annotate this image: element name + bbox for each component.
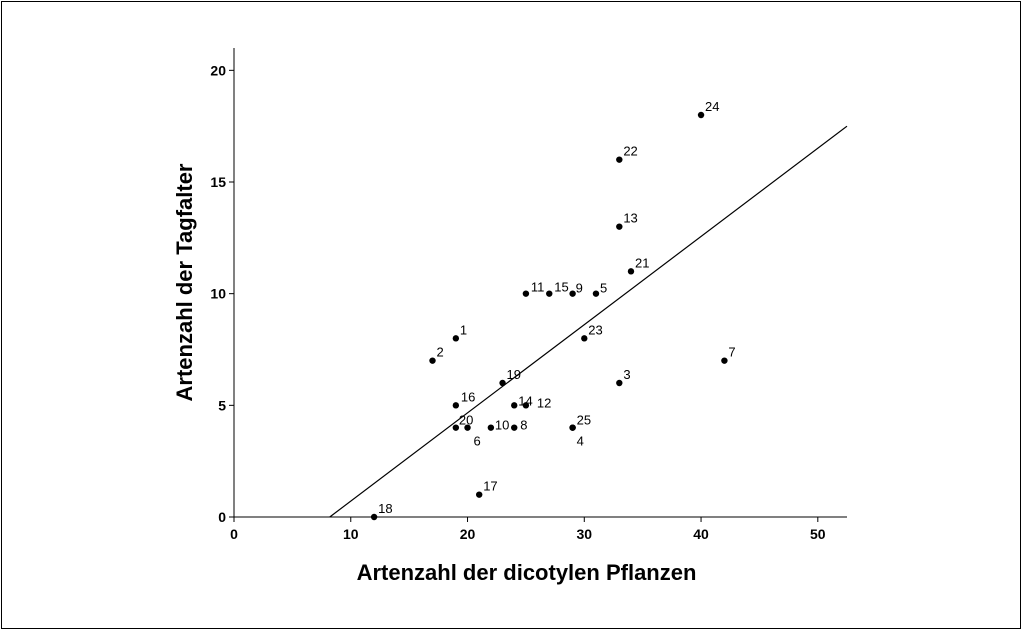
data-point — [499, 379, 506, 387]
point-label: 23 — [588, 322, 602, 337]
point-label: 9 — [576, 281, 583, 296]
y-tick-label: 0 — [218, 509, 226, 525]
data-point — [522, 290, 530, 297]
data-point — [452, 402, 460, 409]
data-point — [452, 335, 460, 342]
data-point — [546, 290, 553, 297]
point-label: 16 — [461, 389, 475, 404]
y-axis-title: Artenzahl der Tagfalter — [172, 163, 197, 401]
point-label: 24 — [705, 99, 719, 114]
data-point — [627, 268, 635, 275]
data-point — [452, 424, 460, 431]
point-label: 10 — [495, 418, 509, 433]
data-point — [697, 111, 705, 119]
data-point — [581, 335, 588, 342]
point-label: 1 — [460, 322, 467, 337]
x-tick-label: 50 — [810, 526, 826, 542]
data-point — [464, 424, 471, 431]
point-label: 6 — [474, 434, 481, 449]
point-label: 18 — [378, 501, 392, 516]
data-point — [721, 357, 728, 364]
point-label: 20 — [459, 413, 473, 428]
data-point — [592, 290, 600, 297]
data-point — [511, 402, 518, 409]
data-point — [569, 290, 576, 297]
y-tick-label: 15 — [210, 174, 226, 190]
x-tick-label: 0 — [230, 526, 238, 542]
x-tick-label: 20 — [460, 526, 476, 542]
point-label: 15 — [554, 280, 568, 295]
point-label: 19 — [507, 367, 521, 382]
point-label: 3 — [623, 367, 630, 382]
regression-line — [329, 125, 848, 518]
x-axis-title: Artenzahl der dicotylen Pflanzen — [357, 560, 697, 585]
data-point — [616, 156, 623, 163]
point-label: 7 — [728, 345, 735, 360]
data-point — [487, 424, 495, 431]
point-label: 5 — [600, 281, 607, 296]
point-label: 17 — [483, 479, 497, 494]
axes — [233, 48, 847, 518]
x-tick-label: 10 — [343, 526, 359, 542]
data-point — [429, 357, 436, 364]
x-tick-label: 30 — [576, 526, 592, 542]
data-point — [511, 424, 518, 431]
point-label: 22 — [623, 144, 637, 159]
point-label: 12 — [537, 395, 551, 410]
point-label: 11 — [531, 280, 545, 295]
y-tick-label: 5 — [218, 397, 226, 413]
data-point — [370, 513, 378, 521]
data-point — [522, 402, 530, 409]
x-tick-label: 40 — [693, 526, 709, 542]
point-label: 8 — [520, 418, 527, 433]
point-label: 14 — [518, 393, 532, 408]
point-label: 25 — [577, 413, 591, 428]
point-label: 2 — [436, 345, 443, 360]
point-label: 13 — [623, 211, 637, 226]
y-tick-label: 10 — [210, 286, 226, 302]
point-label: 21 — [635, 255, 649, 270]
data-point — [616, 379, 623, 387]
data-point — [616, 223, 623, 230]
y-tick-label: 20 — [210, 62, 226, 78]
data-point — [569, 424, 576, 431]
data-point — [476, 491, 483, 498]
point-label: 4 — [577, 434, 584, 449]
